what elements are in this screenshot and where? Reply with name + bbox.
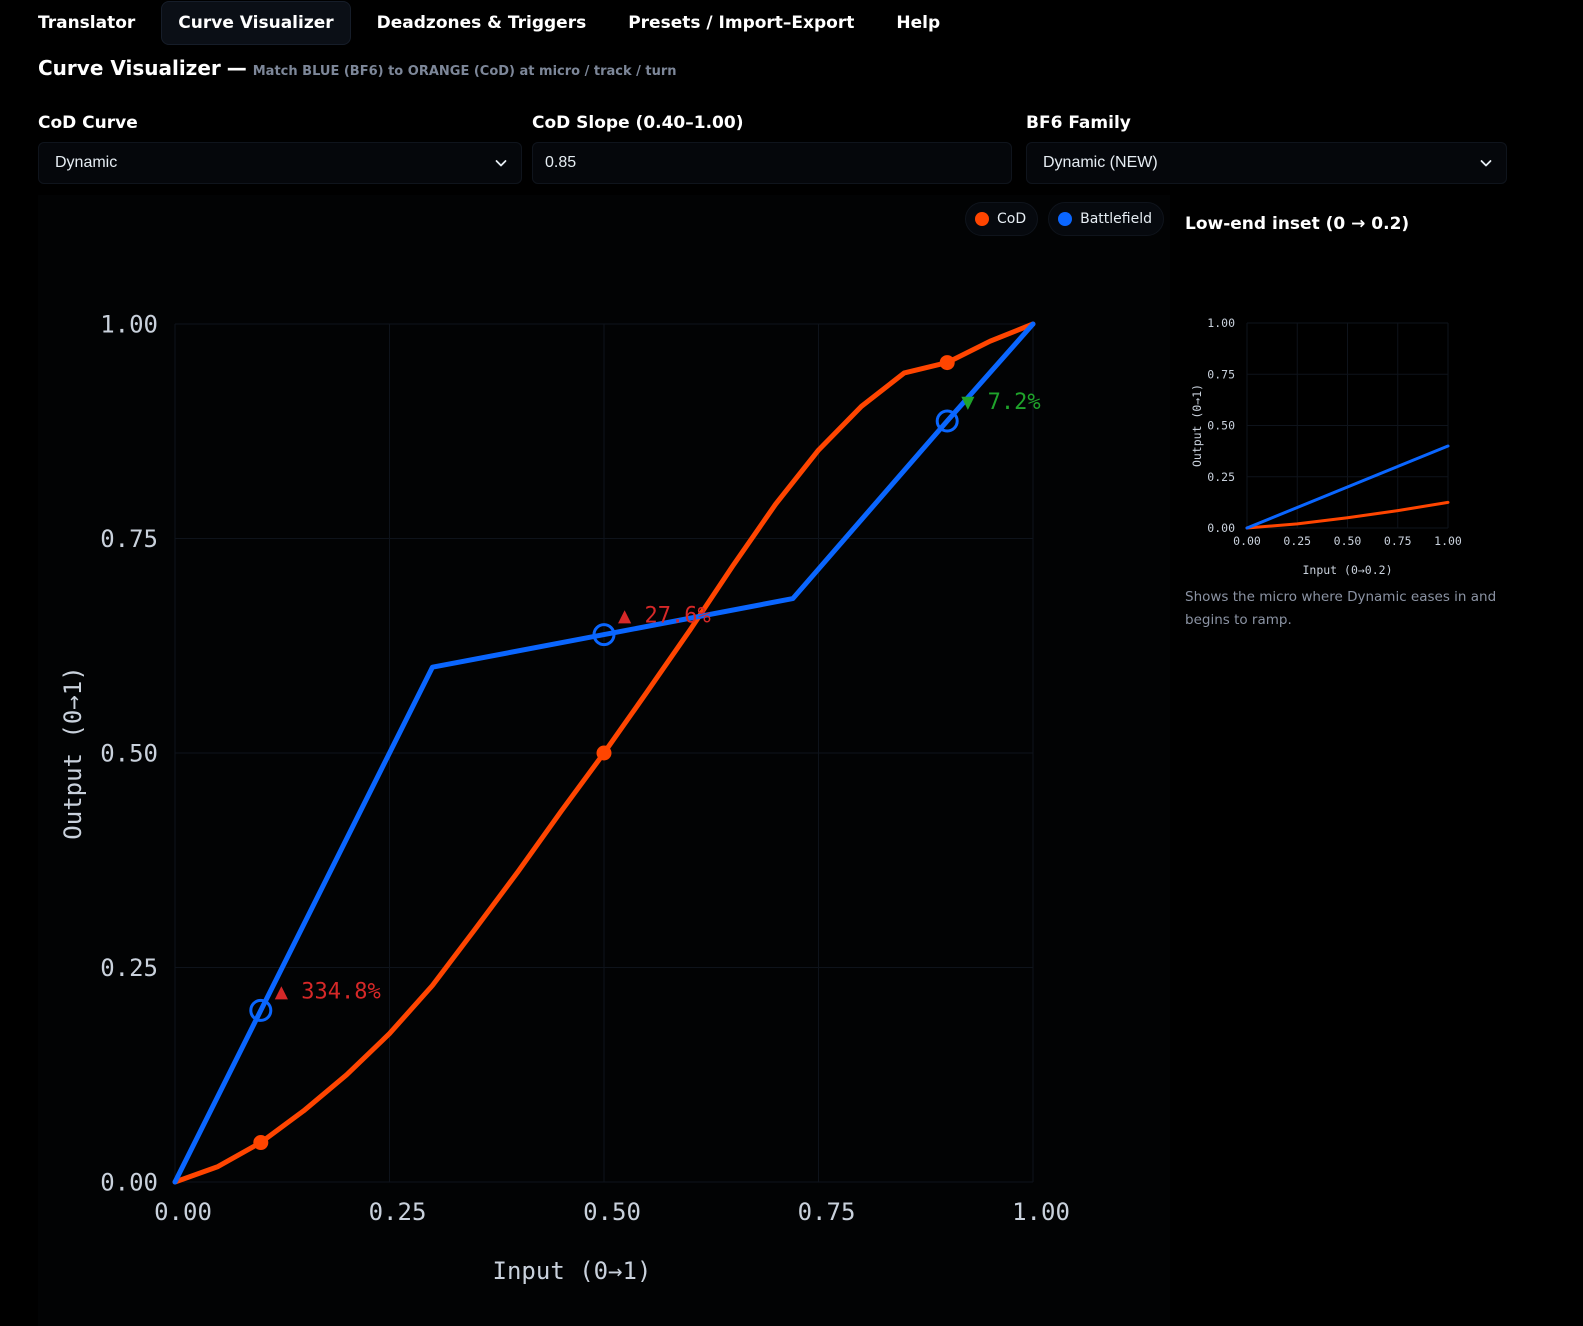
cod-sample-point xyxy=(939,355,955,371)
x-tick-label: 0.50 xyxy=(1334,534,1362,548)
delta-label: ▲ 334.8% xyxy=(275,979,381,1004)
x-tick-label: 0.75 xyxy=(798,1198,856,1226)
series-line-battlefield xyxy=(172,321,1036,1185)
x-axis-label: Input (0→0.2) xyxy=(1302,563,1392,577)
legend-label-cod: CoD xyxy=(997,211,1027,227)
bf6-family-select[interactable]: Dynamic (NEW) xyxy=(1026,142,1507,184)
bf6-sample-point xyxy=(592,623,616,647)
y-tick-label: 0.75 xyxy=(100,525,158,553)
legend-item-battlefield[interactable]: Battlefield xyxy=(1048,202,1164,236)
inset-title: Low-end inset (0 → 0.2) xyxy=(1185,214,1410,234)
y-tick-label: 0.25 xyxy=(100,954,158,982)
y-tick-label: 1.00 xyxy=(1207,316,1235,330)
tab-help[interactable]: Help xyxy=(896,13,941,33)
chart-legend: CoD Battlefield xyxy=(955,202,1164,236)
y-tick-label: 0.00 xyxy=(100,1168,158,1196)
series-line-cod xyxy=(1245,500,1450,530)
x-axis-label: Input (0→1) xyxy=(493,1257,652,1285)
title-dash: — xyxy=(226,56,247,80)
legend-swatch-cod xyxy=(975,212,989,226)
page-subtitle: Match BLUE (BF6) to ORANGE (CoD) at micr… xyxy=(252,64,677,79)
x-tick-label: 0.50 xyxy=(583,1198,641,1226)
inset-curve-chart: 0.00 0.25 0.50 0.75 1.00 0.00 0.25 0.50 0.75 1.00… xyxy=(1190,316,1462,577)
y-axis-label: Output (0→1) xyxy=(1190,384,1204,467)
chevron-down-icon xyxy=(495,160,507,167)
tab-deadzones-triggers[interactable]: Deadzones & Triggers xyxy=(376,13,587,33)
tab-presets-import-export[interactable]: Presets / Import–Export xyxy=(628,13,855,33)
y-tick-label: 0.00 xyxy=(1207,521,1235,535)
tab-bar: Translator Curve Visualizer Deadzones & … xyxy=(22,0,966,46)
x-tick-label: 1.00 xyxy=(1434,534,1462,548)
page-heading: Curve Visualizer — Match BLUE (BF6) to O… xyxy=(38,56,677,80)
legend-label-battlefield: Battlefield xyxy=(1080,211,1152,227)
cod-curve-label: CoD Curve xyxy=(38,113,138,133)
main-curve-chart: 0.00 0.25 0.50 0.75 1.00 0.00 0.25 0.50 0.75 1.00… xyxy=(59,310,1070,1285)
x-tick-label: 0.00 xyxy=(154,1198,212,1226)
series-line-battlefield xyxy=(1245,444,1450,530)
x-tick-label: 1.00 xyxy=(1012,1198,1070,1226)
cod-slope-value: 0.85 xyxy=(545,154,577,171)
legend-swatch-battlefield xyxy=(1058,212,1073,226)
y-tick-label: 1.00 xyxy=(100,310,158,338)
x-tick-label: 0.25 xyxy=(369,1198,427,1226)
bf6-sample-point xyxy=(249,998,273,1022)
bf6-family-value: Dynamic (NEW) xyxy=(1043,154,1158,171)
x-tick-label: 0.75 xyxy=(1384,534,1412,548)
tab-translator[interactable]: Translator xyxy=(38,13,136,33)
tab-curve-visualizer[interactable]: Curve Visualizer xyxy=(161,1,351,45)
x-tick-label: 0.00 xyxy=(1233,534,1261,548)
cod-curve-select[interactable]: Dynamic xyxy=(38,142,522,184)
y-tick-label: 0.75 xyxy=(1207,367,1235,381)
delta-label: ▲ 27.6% xyxy=(618,604,711,629)
delta-label: ▼ 7.2% xyxy=(961,390,1040,415)
cod-sample-point xyxy=(596,745,612,761)
chevron-down-icon xyxy=(1480,160,1492,167)
cod-sample-point xyxy=(253,1135,269,1151)
bf6-sample-point xyxy=(935,409,959,433)
cod-curve-value: Dynamic xyxy=(55,154,118,171)
y-axis-label: Output (0→1) xyxy=(59,666,87,839)
y-tick-label: 0.50 xyxy=(1207,419,1235,433)
cod-slope-input[interactable]: 0.85 xyxy=(532,142,1012,184)
y-tick-label: 0.25 xyxy=(1207,470,1235,484)
y-tick-label: 0.50 xyxy=(100,739,158,767)
cod-slope-label: CoD Slope (0.40–1.00) xyxy=(532,113,744,133)
x-tick-label: 0.25 xyxy=(1283,534,1311,548)
inset-note: Shows the micro where Dynamic eases in a… xyxy=(1185,589,1497,628)
bf6-family-label: BF6 Family xyxy=(1026,113,1131,133)
page-title: Curve Visualizer xyxy=(38,56,221,80)
legend-item-cod[interactable]: CoD xyxy=(965,202,1039,236)
